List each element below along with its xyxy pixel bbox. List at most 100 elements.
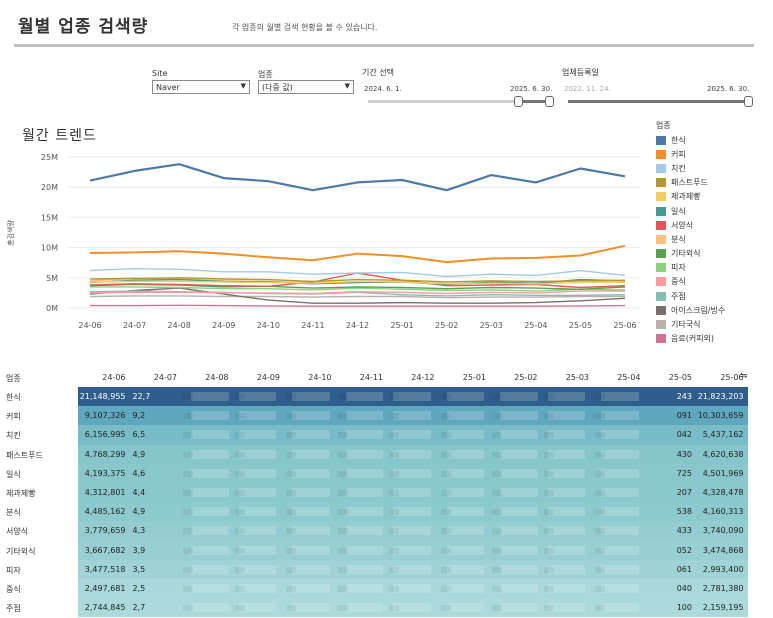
cell-value: 2,5 [132,584,146,593]
series-line-13[interactable] [89,295,625,299]
obscured-cell [292,603,330,613]
series-line-9[interactable] [90,286,626,292]
column-header[interactable]: 24-12 [411,373,435,382]
obscured-cell [601,468,639,478]
obscured-cell [389,432,399,439]
row-value-band [78,559,748,579]
trend-chart[interactable]: 0M 5M 10M 15M 20M 25M 총검색량 24-06 24-07 24-08 24-09… [0,145,650,345]
obscured-cell [547,584,585,593]
series-line-4[interactable] [89,280,626,285]
table-row[interactable]: 기타외식 3,667,682 3,9 052 3,474,868 [0,540,760,560]
table-cell: 4,3 [130,521,182,540]
legend-item[interactable]: 중식 [656,275,725,289]
series-line-2[interactable] [89,267,626,278]
legend-item[interactable]: 서양식 [656,218,725,232]
row-value-band [78,521,748,541]
obscured-cell [238,564,276,574]
column-header[interactable]: 24-09 [256,373,280,382]
legend-label: 커피 [671,149,686,159]
legend-label: 피자 [671,263,686,273]
table-row[interactable]: 피자 3,477,518 3,5 061 2,993,400 [0,559,760,579]
table-row[interactable]: 치킨 6,156,995 6,5 042 5,437,162 [0,425,760,445]
legend-item[interactable]: 일식 [656,204,725,218]
legend-item[interactable]: 패스트푸드 [656,176,725,190]
obscured-cell [238,468,276,478]
table-row[interactable]: 한식 21,148,955 22,7 243 21,823,203 [0,387,760,407]
column-header[interactable]: 24-11 [359,373,383,382]
cell-value: 2,497,681 [84,584,126,593]
table-row[interactable]: 주점 2,744,845 2,7 100 2,159,195 [0,598,760,618]
table-cell: 5,437,162 [696,425,748,444]
legend-item[interactable]: 치킨 [656,161,725,175]
table-row[interactable]: 커피 9,107,326 9,2 091 10,303,659 [0,406,760,426]
column-header[interactable]: 24-07 [153,373,177,382]
obscured-cell [234,509,245,516]
legend-swatch [656,249,666,259]
obscured-cell [191,507,229,517]
cell-value: 207 [676,488,692,497]
table-row[interactable]: 중식 2,497,681 2,5 040 2,781,380 [0,579,760,599]
obscured-cell [191,603,229,613]
obscured-cell [238,507,276,517]
obscured-cell [345,584,383,593]
cell-value: 052 [676,545,692,555]
series-line-0[interactable] [89,163,626,192]
legend-item[interactable]: 커피 [656,147,725,161]
obscured-cell [595,490,605,496]
period-slider-track[interactable] [368,100,518,103]
reg-end-handle[interactable] [744,96,753,107]
obscured-cell [595,586,605,592]
column-header[interactable]: 25-05 [668,373,692,382]
legend-label: 패스트푸드 [671,178,708,188]
column-header[interactable]: 25-03 [565,373,589,382]
obscured-cell [337,394,348,400]
sort-icon[interactable]: ⇋ [740,371,748,381]
column-header[interactable]: 25-02 [514,373,538,382]
legend-item[interactable]: 아이스크림/빙수 [656,303,725,317]
obscured-cell [238,603,276,613]
series-line-3[interactable] [89,277,626,283]
reg-slider-track[interactable] [568,100,748,103]
table-row[interactable]: 패스트푸드 4,768,299 4,9 430 4,620,638 [0,444,760,464]
obscured-cell [234,394,245,400]
legend-item[interactable]: 분식 [656,232,725,246]
legend-swatch [656,263,666,273]
legend-item[interactable]: 기타외식 [656,247,725,261]
legend-swatch [656,220,666,230]
table-cell: 430 [645,445,697,464]
cell-value: 061 [676,564,692,574]
table-row[interactable]: 서양식 3,779,659 4,3 433 3,740,090 [0,521,760,541]
obscured-cell [595,547,605,554]
series-line-14[interactable] [90,304,626,307]
obscured-cell [446,449,484,459]
column-header[interactable]: 24-06 [102,373,126,382]
row-value-band [78,425,748,445]
legend-swatch [656,163,666,173]
column-header[interactable]: 25-06 [720,373,744,382]
table-cell: 4,312,801 [78,483,130,502]
legend-item[interactable]: 피자 [656,261,725,275]
table-row[interactable]: 분식 4,485,162 4,9 538 4,160,313 [0,502,760,522]
cell-value: 4,485,162 [84,507,126,517]
period-start-handle[interactable] [514,96,523,107]
table-row[interactable]: 일식 4,193,375 4,6 725 4,501,969 [0,463,760,483]
legend-item[interactable]: 주점 [656,289,725,303]
series-line-1[interactable] [89,244,626,264]
column-header[interactable]: 24-08 [205,373,229,382]
column-header[interactable]: 25-01 [462,373,486,382]
legend-item[interactable]: 제과제빵 [656,190,725,204]
column-header[interactable]: 24-10 [308,373,332,382]
cell-value: 2,781,380 [702,584,744,593]
category-select[interactable]: (다중 값) ▼ [258,80,354,94]
legend-item[interactable]: 기타국식 [656,317,725,331]
obscured-cell [191,411,229,421]
column-header[interactable]: 25-04 [617,373,641,382]
period-end-handle[interactable] [545,96,554,107]
table-row[interactable]: 제과제빵 4,312,801 4,4 207 4,328,478 [0,483,760,503]
legend-item[interactable]: 음료(커피외) [656,332,725,346]
site-select[interactable]: Naver ▼ [152,80,250,94]
legend-swatch [656,135,666,145]
series-line-10[interactable] [89,290,625,295]
obscured-cell [183,586,193,592]
legend-item[interactable]: 한식 [656,133,725,147]
